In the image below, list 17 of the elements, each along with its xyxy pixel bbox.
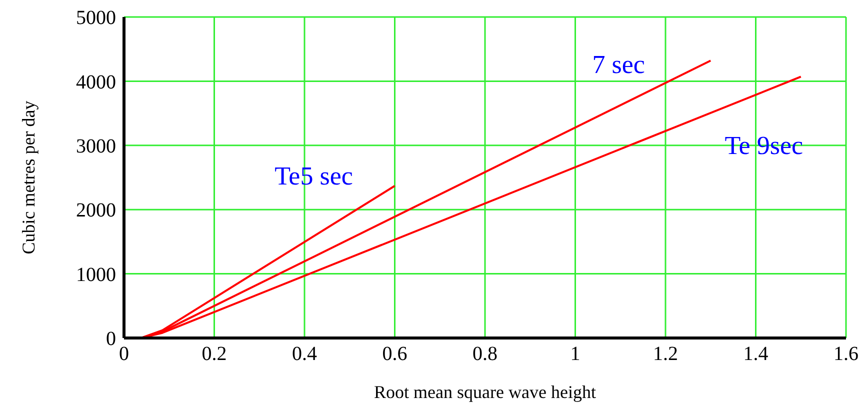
x-tick-label: 1.2 [653,343,678,366]
x-tick-label: 1.6 [834,343,858,366]
x-tick-label: 0.2 [202,343,227,366]
x-tick-label: 1.4 [743,343,768,366]
x-tick-label: 1 [570,343,580,366]
y-axis-title: Cubic metres per day [18,100,38,254]
y-tick-label: 4000 [76,71,116,94]
x-tick-label: 0.8 [472,343,498,366]
x-tick-label: 0.4 [292,343,317,366]
y-tick-label: 5000 [76,7,116,30]
x-tick-label: 0.6 [382,343,408,366]
y-tick-label: 2000 [76,200,116,222]
y-tick-label: 0 [106,328,116,350]
y-tick-label: 3000 [76,136,116,158]
y-tick-label: 1000 [76,264,116,286]
x-axis-title: Root mean square wave height [374,382,596,402]
series-label: 7 sec [592,50,645,80]
